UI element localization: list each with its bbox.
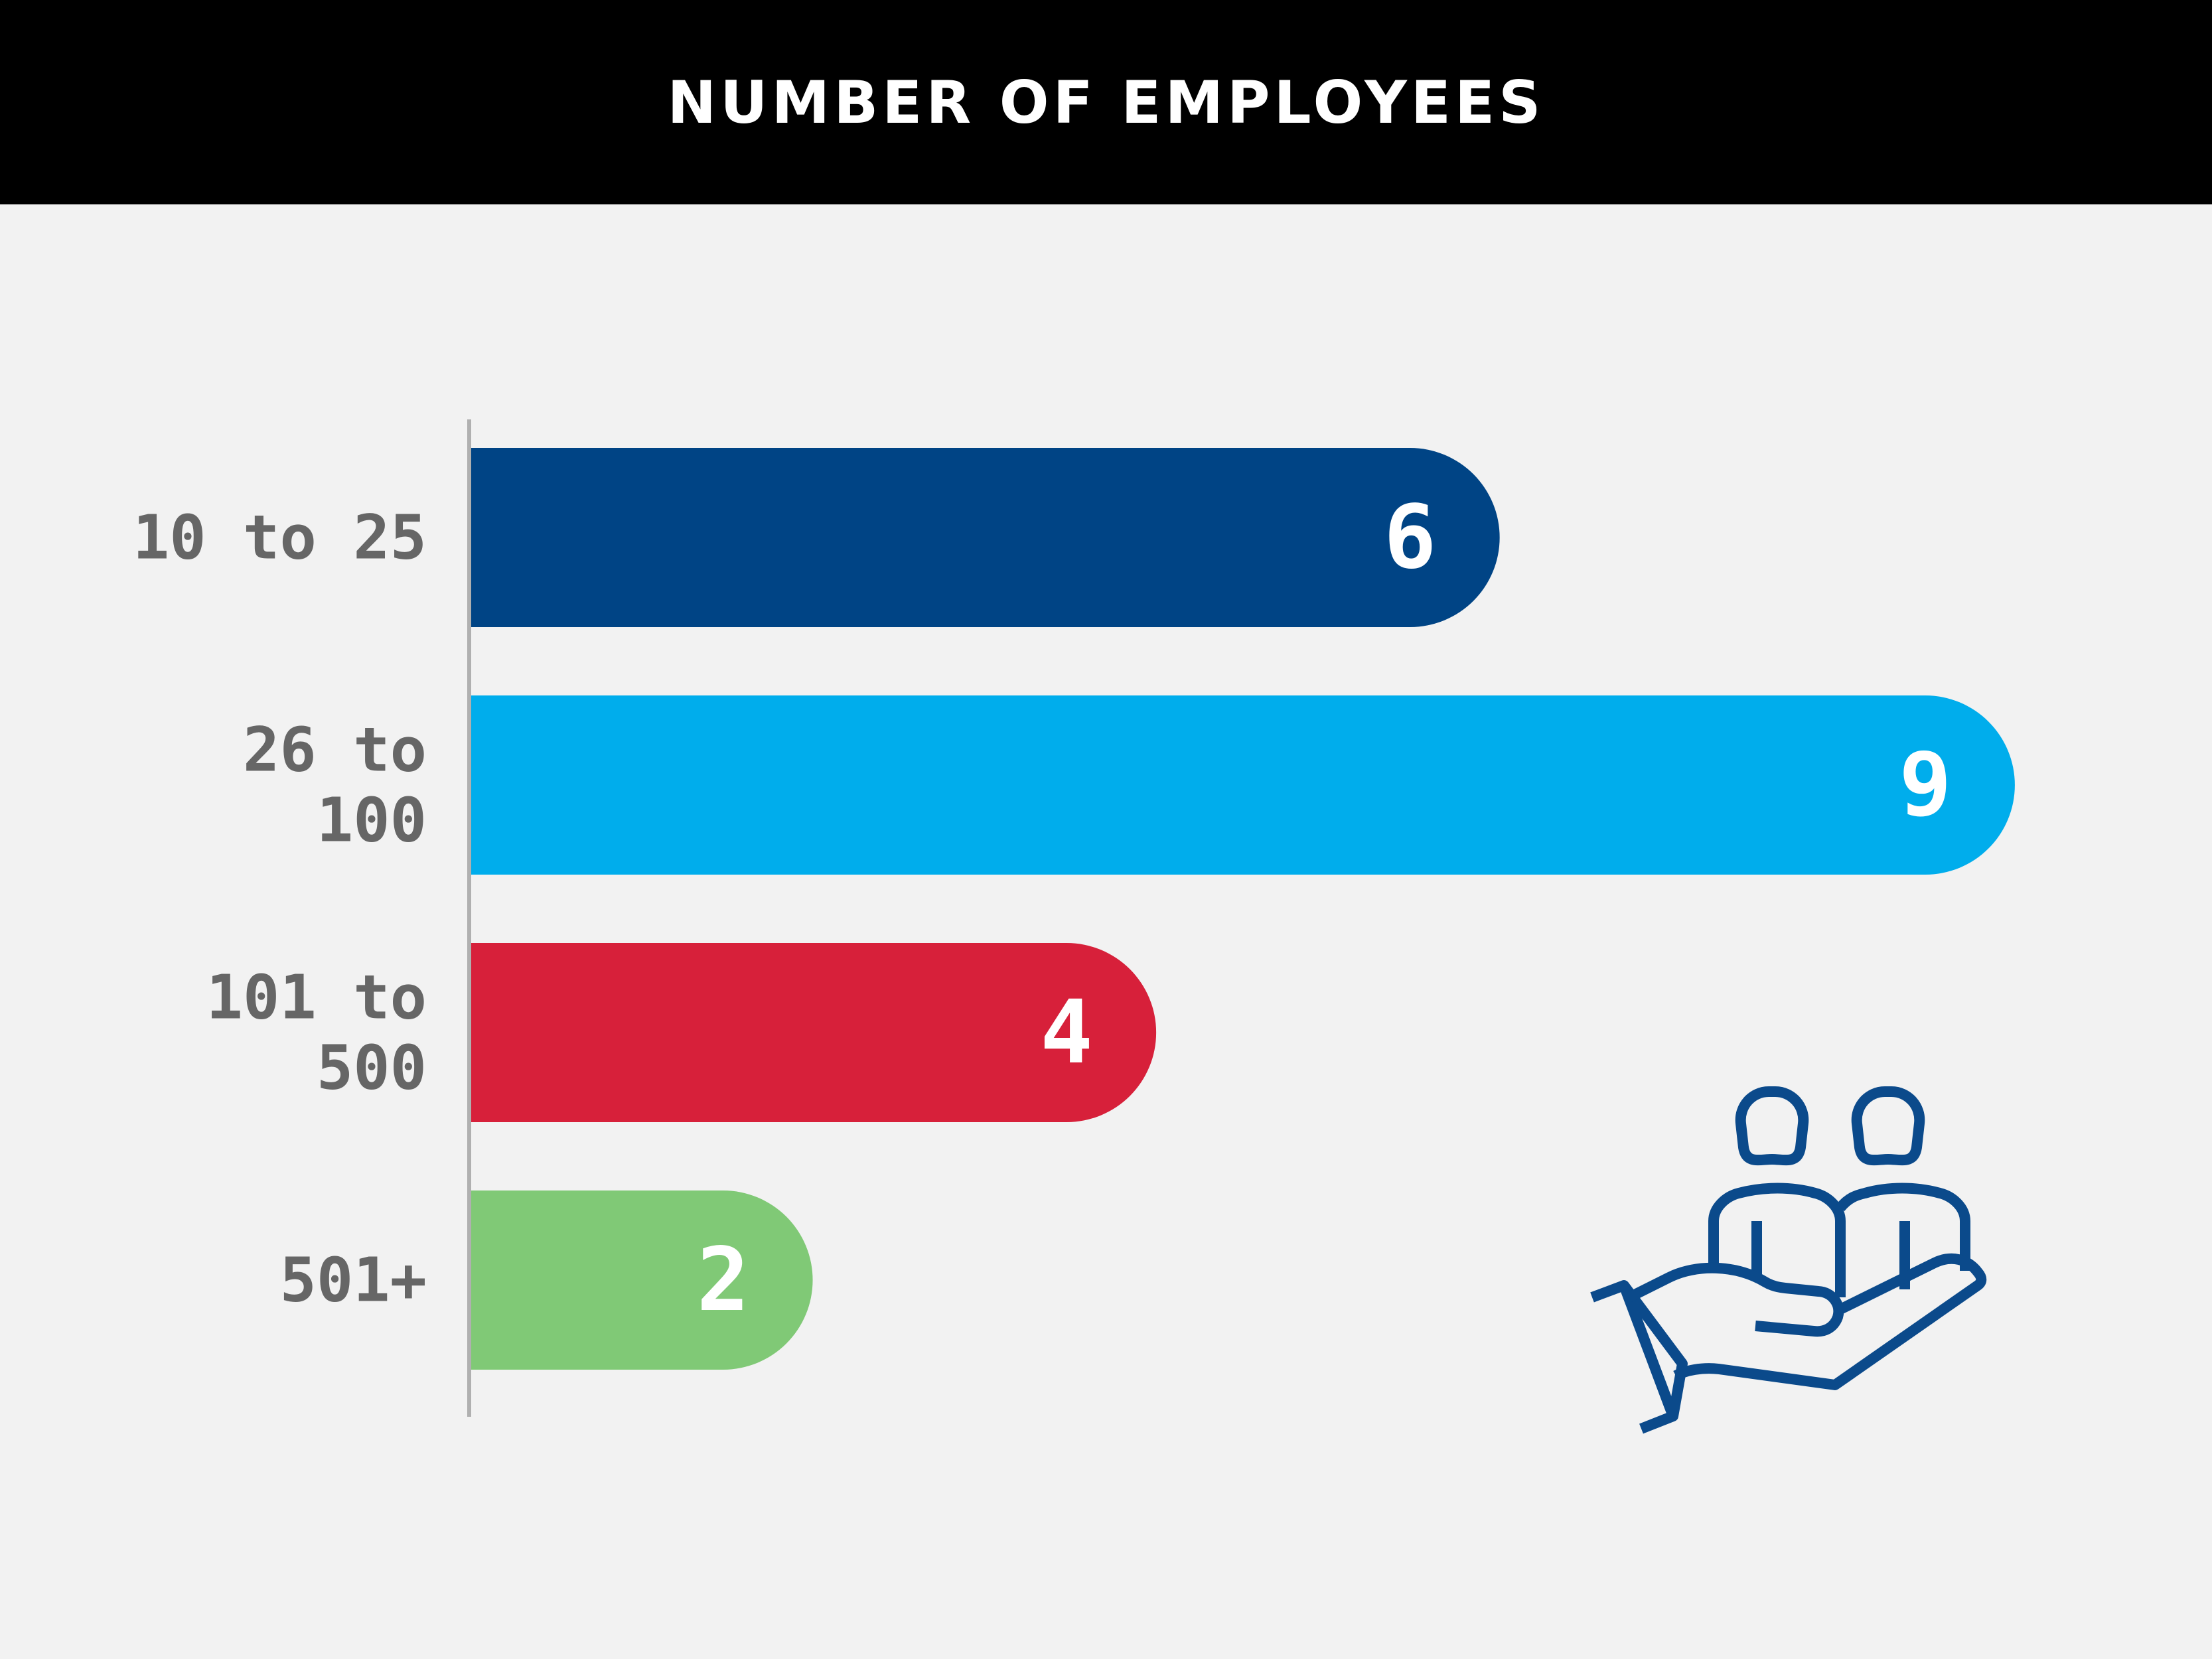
bar-101-to-500 [469,943,1157,1122]
value-label-26-to-100: 9 [1899,734,1951,836]
page-title: NUMBER OF EMPLOYEES [667,68,1545,137]
category-label-101-to-500-line-2: 500 [317,1033,427,1104]
bar-501 [469,1190,813,1370]
category-label-10-to-25: 10 to 25 [133,502,427,573]
value-label-10-to-25: 6 [1384,486,1436,589]
category-label-26-to-100-line-2: 100 [317,785,427,856]
category-label-26-to-100-line-1: 26 to [243,715,427,786]
bar-10-to-25 [469,448,1500,627]
header-bar: NUMBER OF EMPLOYEES [0,0,2212,204]
hand-holding-people-icon [1590,1086,1987,1434]
value-label-501: 2 [697,1229,749,1331]
category-label-501: 501+ [279,1245,427,1316]
bar-26-to-100 [469,695,2015,875]
value-label-101-to-500: 4 [1040,981,1092,1084]
category-label-101-to-500-line-1: 101 to [206,962,427,1033]
bars-layer: 6 9 4 2 [469,448,2015,1370]
